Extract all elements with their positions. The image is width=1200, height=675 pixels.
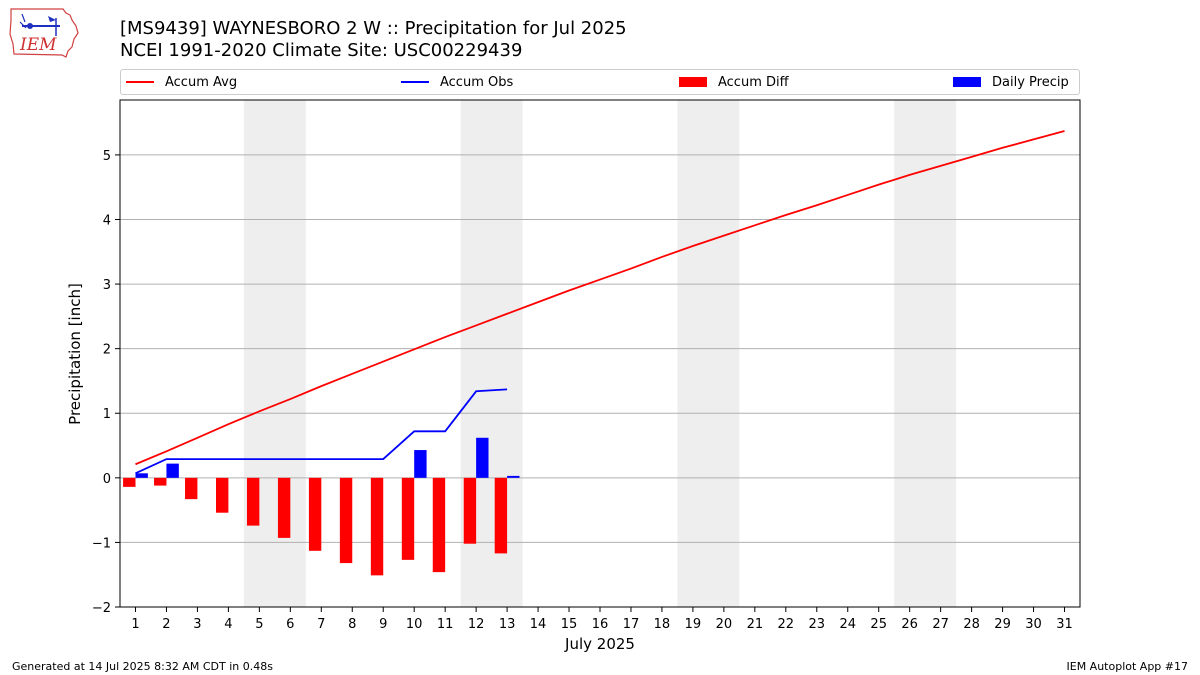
footer-app-text: IEM Autoplot App #17 [1066,660,1189,673]
chart-title-line2: NCEI 1991-2020 Climate Site: USC00229439 [120,40,523,61]
y-tick-label-2: 2 [103,343,111,358]
x-tick-label-19: 19 [685,617,702,632]
legend-swatch-accum-diff [679,77,707,87]
weekend-band-3 [894,100,957,607]
series-lines [135,130,1065,475]
x-tick-label-31: 31 [1056,617,1073,632]
bar-accum-diff-12 [463,477,477,544]
bar-accum-diff-8 [339,477,353,564]
x-axis-ticks: 1 2 3 4 5 6 7 8 9 10 11 12 13 14 15 16 17 18 19 20 21 22 23 24 2… [131,607,1073,632]
weekend-band-2 [677,100,740,607]
iem-logo: IEM [9,8,79,58]
x-tick-label-20: 20 [716,617,733,632]
legend-item-daily-precip: Daily Precip [953,70,1069,94]
iowa-state-outline [9,8,79,58]
x-tick-label-28: 28 [963,617,980,632]
x-tick-label-3: 3 [193,617,201,632]
bars [123,437,520,576]
y-tick-label--1: −1 [92,536,111,551]
x-tick-label-11: 11 [437,617,454,632]
x-tick-label-24: 24 [839,617,856,632]
bar-accum-diff-1 [123,477,136,487]
x-tick-label-16: 16 [592,617,609,632]
bar-accum-diff-9 [370,477,384,576]
bar-accum-diff-4 [216,477,229,513]
y-tick-label-1: 1 [103,407,111,422]
x-tick-label-22: 22 [778,617,795,632]
bar-daily-precip-2 [166,463,179,478]
bar-accum-diff-6 [277,477,291,538]
x-tick-label-7: 7 [317,617,325,632]
legend-item-accum-avg: Accum Avg [126,70,237,94]
x-tick-label-1: 1 [131,617,139,632]
line-accum-avg [135,130,1065,466]
x-tick-label-21: 21 [747,617,764,632]
bar-accum-diff-7 [308,477,322,551]
x-tick-label-13: 13 [499,617,516,632]
bar-accum-diff-10 [401,477,415,560]
x-tick-label-4: 4 [224,617,232,632]
y-tick-label--2: −2 [92,601,111,616]
bar-accum-diff-5 [246,477,260,526]
y-axis-ticks: −2 −1 0 1 2 3 4 5 [92,149,120,616]
bar-accum-diff-3 [185,477,198,500]
legend-swatch-accum-obs [401,81,429,83]
x-tick-label-17: 17 [623,617,640,632]
legend-swatch-accum-avg [126,81,154,83]
x-tick-label-26: 26 [901,617,918,632]
legend-item-accum-diff: Accum Diff [679,70,789,94]
bar-accum-diff-13 [494,477,508,554]
y-axis-label: Precipitation [inch] [66,283,84,425]
legend-swatch-daily-precip [953,77,981,87]
x-tick-label-9: 9 [379,617,387,632]
legend-label-accum-obs: Accum Obs [440,74,514,90]
x-tick-label-5: 5 [255,617,263,632]
logo-text: IEM [19,35,57,55]
x-tick-label-10: 10 [406,617,423,632]
x-tick-label-6: 6 [286,617,294,632]
x-tick-label-14: 14 [530,617,547,632]
bar-daily-precip-1 [135,473,148,478]
y-tick-label-4: 4 [103,213,111,228]
line-accum-obs [135,388,508,475]
bar-accum-diff-11 [432,477,446,573]
footer-generated-text: Generated at 14 Jul 2025 8:32 AM CDT in … [12,660,273,673]
x-tick-label-25: 25 [870,617,887,632]
y-tick-label-3: 3 [103,278,111,293]
legend-label-accum-diff: Accum Diff [718,74,789,90]
x-tick-label-18: 18 [654,617,671,632]
bar-accum-diff-2 [154,477,167,486]
legend: Accum Avg Accum Obs Accum Diff Daily Pre… [120,69,1080,95]
bar-daily-precip-12 [476,437,489,478]
x-axis-label: July 2025 [564,635,635,653]
x-tick-label-30: 30 [1025,617,1042,632]
chart-title-line1: [MS9439] WAYNESBORO 2 W :: Precipitation… [120,18,627,39]
weekend-band-0 [243,100,306,607]
bar-daily-precip-13 [507,475,520,478]
y-tick-label-0: 0 [103,472,111,487]
chart-title: [MS9439] WAYNESBORO 2 W :: Precipitation… [120,18,627,62]
legend-label-daily-precip: Daily Precip [992,74,1069,90]
x-tick-label-12: 12 [468,617,485,632]
x-tick-label-29: 29 [994,617,1011,632]
x-tick-label-2: 2 [162,617,170,632]
y-tick-label-5: 5 [103,149,111,164]
weekend-shading [243,100,957,607]
legend-label-accum-avg: Accum Avg [165,74,238,90]
x-tick-label-15: 15 [561,617,578,632]
x-tick-label-8: 8 [348,617,356,632]
x-tick-label-23: 23 [809,617,826,632]
x-tick-label-27: 27 [932,617,949,632]
legend-item-accum-obs: Accum Obs [401,70,513,94]
bar-daily-precip-10 [414,450,427,478]
